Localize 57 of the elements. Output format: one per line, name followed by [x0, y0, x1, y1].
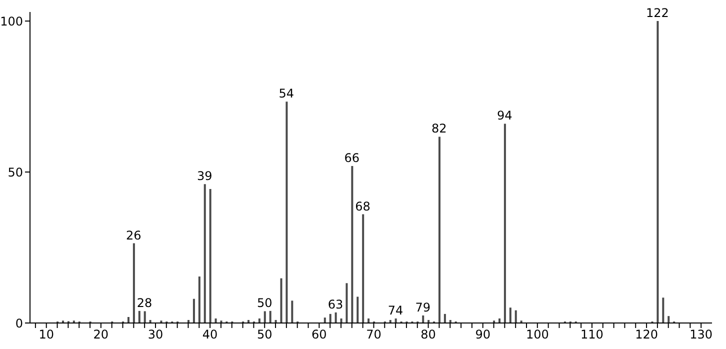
annotation: 39	[196, 169, 212, 184]
x-tick-label: 40	[202, 328, 218, 342]
bar	[264, 311, 266, 323]
x-tick-label: 20	[93, 328, 109, 342]
bar	[324, 318, 326, 323]
y-tick-label: 0	[15, 316, 23, 330]
bar	[269, 310, 272, 323]
bar	[198, 276, 200, 323]
x-tick-label: 100	[526, 328, 549, 342]
annotation: 68	[355, 199, 370, 214]
bar	[504, 124, 506, 323]
annotation: 50	[256, 296, 272, 310]
y-tick-label: 50	[8, 165, 23, 180]
x-tick-label: 120	[635, 328, 658, 342]
bar	[204, 184, 206, 323]
x-tick-label: 80	[420, 328, 436, 342]
bar	[438, 136, 440, 323]
bar	[280, 278, 282, 323]
bar	[509, 308, 512, 323]
bar	[514, 310, 517, 323]
annotation: 79	[415, 300, 430, 314]
x-tick-label: 130	[690, 328, 713, 342]
annotation: 94	[497, 108, 512, 123]
x-tick-label: 110	[580, 328, 604, 342]
bar	[291, 300, 294, 323]
bar	[138, 310, 140, 323]
x-tick-label: 10	[38, 328, 54, 342]
x-tick-label: 70	[366, 328, 382, 342]
bar	[334, 312, 337, 323]
bar	[132, 243, 135, 323]
x-tick-label: 60	[312, 328, 327, 342]
bar	[346, 283, 348, 323]
bar	[362, 214, 364, 323]
x-tick-label: 50	[256, 328, 272, 342]
bar	[329, 314, 332, 323]
bar	[422, 315, 424, 323]
x-tick-label: 90	[475, 328, 490, 342]
bar	[351, 166, 354, 323]
annotation: 74	[388, 303, 404, 318]
bar	[144, 311, 146, 323]
annotation: 122	[646, 6, 669, 20]
bar	[444, 314, 446, 323]
bar	[209, 188, 212, 323]
bar	[356, 296, 359, 323]
annotation: 66	[344, 150, 360, 165]
bar	[286, 102, 288, 323]
bar	[656, 21, 659, 323]
bar	[662, 298, 664, 323]
annotation: 28	[136, 296, 152, 310]
x-tick-label: 30	[148, 328, 164, 342]
annotation: 54	[278, 86, 294, 101]
annotation: 26	[126, 228, 142, 242]
annotation: 63	[328, 297, 344, 312]
y-tick-label: 100	[0, 14, 23, 28]
bar	[668, 316, 670, 323]
annotation: 82	[432, 122, 447, 136]
bar	[192, 298, 195, 323]
